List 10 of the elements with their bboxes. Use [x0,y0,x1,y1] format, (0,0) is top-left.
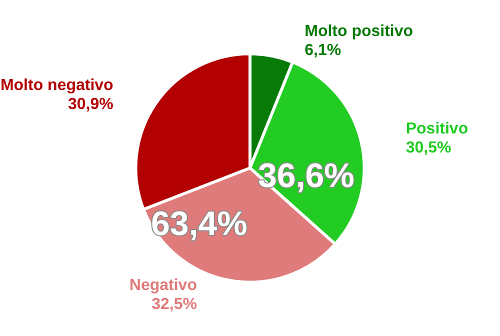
slice-label: Positivo [406,120,468,138]
data-label: 32,5% [152,296,197,314]
text: 63,4% [151,205,248,243]
slice-label: Molto negativo [0,77,114,94]
data-label: 30,9% [68,96,114,114]
data-label: 6,1% [304,42,342,60]
slice-label: Negativo [129,277,198,294]
data-label: 30,5% [406,140,452,157]
slice-label: Molto positivo [304,23,414,40]
text: 36,6% [258,157,354,195]
